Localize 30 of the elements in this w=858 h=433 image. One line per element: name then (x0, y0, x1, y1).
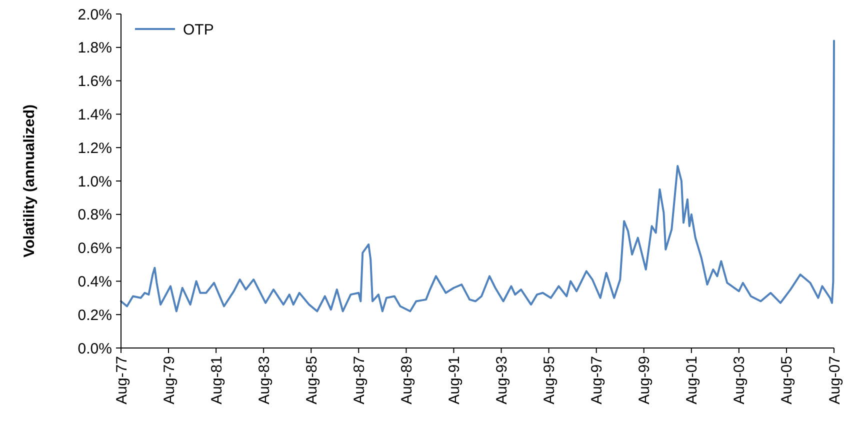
x-tick-label: Aug-77 (113, 356, 130, 404)
y-tick-label: 1.6% (78, 73, 112, 90)
x-tick-label: Aug-93 (494, 356, 511, 404)
x-tick-label: Aug-03 (731, 356, 748, 404)
x-tick-label: Aug-99 (636, 356, 654, 404)
y-tick-label: 0.0% (78, 340, 112, 358)
x-tick-label: Aug-79 (160, 356, 178, 404)
y-tick-label: 2.0% (78, 6, 112, 24)
y-tick-label: 1.0% (78, 173, 112, 190)
x-tick-label: Aug-81 (208, 356, 226, 404)
x-tick-label: Aug-97 (588, 356, 606, 404)
y-tick-label: 1.8% (78, 40, 112, 57)
y-tick-label: 1.4% (78, 106, 112, 124)
x-tick-label: Aug-87 (350, 356, 368, 404)
line-series (120, 40, 835, 312)
y-axis-title: Volatility (annualized) (21, 104, 38, 258)
y-tick-label: 1.2% (78, 140, 112, 157)
x-tick-label: Aug-07 (826, 356, 844, 404)
y-tick-label: 0.4% (78, 273, 112, 290)
x-tick-label: Aug-83 (256, 356, 273, 404)
x-tick-label: Aug-91 (446, 356, 463, 404)
x-tick-label: Aug-85 (303, 356, 320, 404)
x-tick-label: Aug-05 (778, 356, 796, 404)
x-tick-label: Aug-01 (684, 356, 701, 404)
y-tick-label: 0.2% (78, 306, 112, 324)
x-tick-label: Aug-95 (541, 356, 558, 404)
x-tick-label: Aug-89 (398, 356, 416, 404)
legend-label: OTP (183, 21, 214, 38)
y-tick-label: 0.8% (78, 206, 112, 224)
y-tick-label: 0.6% (78, 240, 112, 258)
